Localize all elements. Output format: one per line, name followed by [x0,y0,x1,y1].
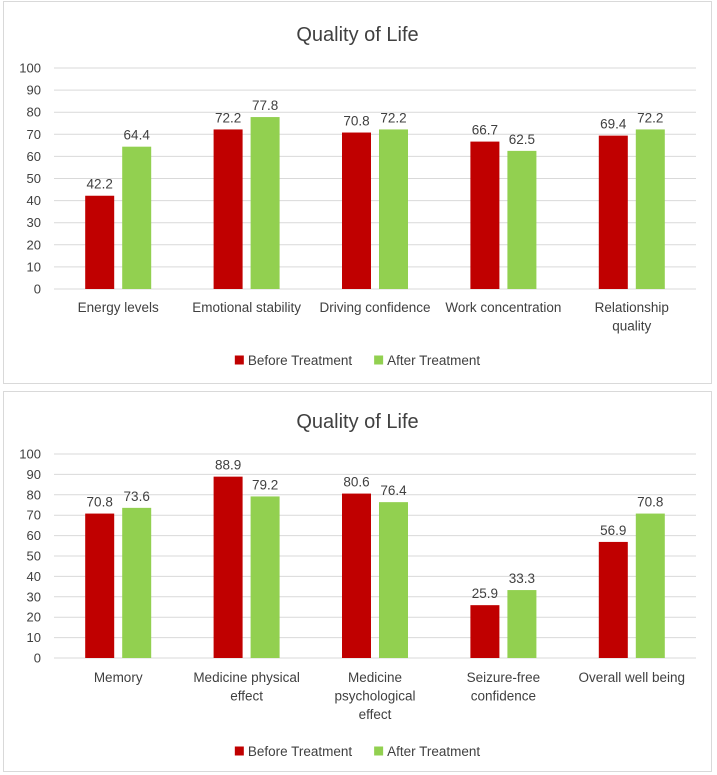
data-label: 77.8 [252,98,278,113]
legend-label: Before Treatment [248,353,353,368]
data-label: 56.9 [600,523,626,538]
y-tick-label: 40 [27,569,41,584]
legend-swatch [234,355,244,365]
data-label: 66.7 [472,123,498,138]
legend-label: After Treatment [387,353,480,368]
y-tick-label: 80 [27,487,41,502]
bar-before-treatment [470,605,500,658]
category-label: Medicine physical effect [193,670,300,704]
y-tick-label: 100 [19,61,41,76]
data-label: 73.6 [124,489,150,504]
bar-before-treatment [85,513,115,658]
bar-after-treatment [507,150,537,289]
y-tick-label: 60 [27,528,41,543]
category-label: Emotional stability [192,300,301,315]
y-tick-label: 0 [34,282,41,297]
y-tick-label: 90 [27,467,41,482]
bar-before-treatment [470,141,500,289]
y-tick-label: 0 [34,651,41,666]
bar-before-treatment [598,135,628,289]
chart-panel-1: Quality of Life 0 10 20 30 40 50 60 70 80 90 100 42.… [3,1,712,384]
bar-before-treatment [342,493,371,658]
data-label: 70.8 [637,495,663,510]
y-tick-label: 10 [27,630,41,645]
data-label: 79.2 [252,477,278,492]
bar-after-treatment [122,507,152,658]
bar-before-treatment [598,541,628,658]
category-label: Memory [94,670,143,685]
category-label: Energy levels [78,300,159,315]
bar-after-treatment [250,117,280,289]
data-label: 69.4 [600,117,627,132]
bar-before-treatment [213,129,243,289]
y-tick-label: 30 [27,215,41,230]
data-label: 76.4 [380,483,407,498]
legend-swatch [234,746,244,756]
y-tick-label: 20 [27,610,41,625]
y-tick-label: 40 [27,193,41,208]
y-tick-label: 90 [27,83,41,98]
y-tick-label: 70 [27,127,41,142]
legend-label: After Treatment [387,744,480,759]
legend: Before Treatment After Treatment [234,744,480,759]
data-label: 64.4 [124,128,151,143]
category-label: Medicine psychological effect [334,670,415,722]
y-tick-label: 80 [27,105,41,120]
y-tick-label: 60 [27,149,41,164]
data-label: 70.8 [87,495,113,510]
legend-swatch [374,355,384,365]
data-label: 80.6 [343,475,369,490]
chart-panel-2: Quality of Life 0 10 20 30 40 50 60 70 80 90 100 70.… [3,391,712,772]
category-label: Seizure-free confidence [467,670,541,704]
bar-after-treatment [379,502,408,658]
data-label: 33.3 [509,571,535,586]
category-label: Overall well being [579,670,686,685]
data-label: 72.2 [637,110,663,125]
bar-after-treatment [122,146,152,289]
data-label: 88.9 [215,458,241,473]
chart-2: Quality of Life 0 10 20 30 40 50 60 70 80 90 100 70.… [19,411,696,759]
legend-label: Before Treatment [248,744,353,759]
y-tick-label: 50 [27,171,41,186]
data-label: 72.2 [380,110,406,125]
bar-after-treatment [635,129,665,289]
y-tick-label: 100 [19,447,41,462]
category-label: Relationship quality [595,300,669,334]
bar-after-treatment [250,496,280,658]
chart-title: Quality of Life [296,24,418,46]
chart-1: Quality of Life 0 10 20 30 40 50 60 70 80 90 100 42.… [19,24,696,368]
y-tick-label: 70 [27,508,41,523]
y-tick-label: 30 [27,589,41,604]
data-label: 42.2 [87,177,113,192]
y-tick-label: 20 [27,237,41,252]
legend: Before Treatment After Treatment [234,353,480,368]
y-tick-label: 50 [27,549,41,564]
data-label: 70.8 [343,114,369,129]
data-label: 62.5 [509,132,535,147]
bar-after-treatment [507,590,537,658]
bar-before-treatment [342,132,371,289]
data-label: 25.9 [472,586,498,601]
bar-before-treatment [213,476,243,658]
legend-swatch [374,746,384,756]
category-label: Driving confidence [319,300,430,315]
bar-before-treatment [85,195,115,289]
bar-after-treatment [635,513,665,658]
category-label: Work concentration [445,300,561,315]
data-label: 72.2 [215,110,241,125]
chart-title: Quality of Life [296,411,418,433]
y-tick-label: 10 [27,259,41,274]
bar-after-treatment [379,129,408,289]
